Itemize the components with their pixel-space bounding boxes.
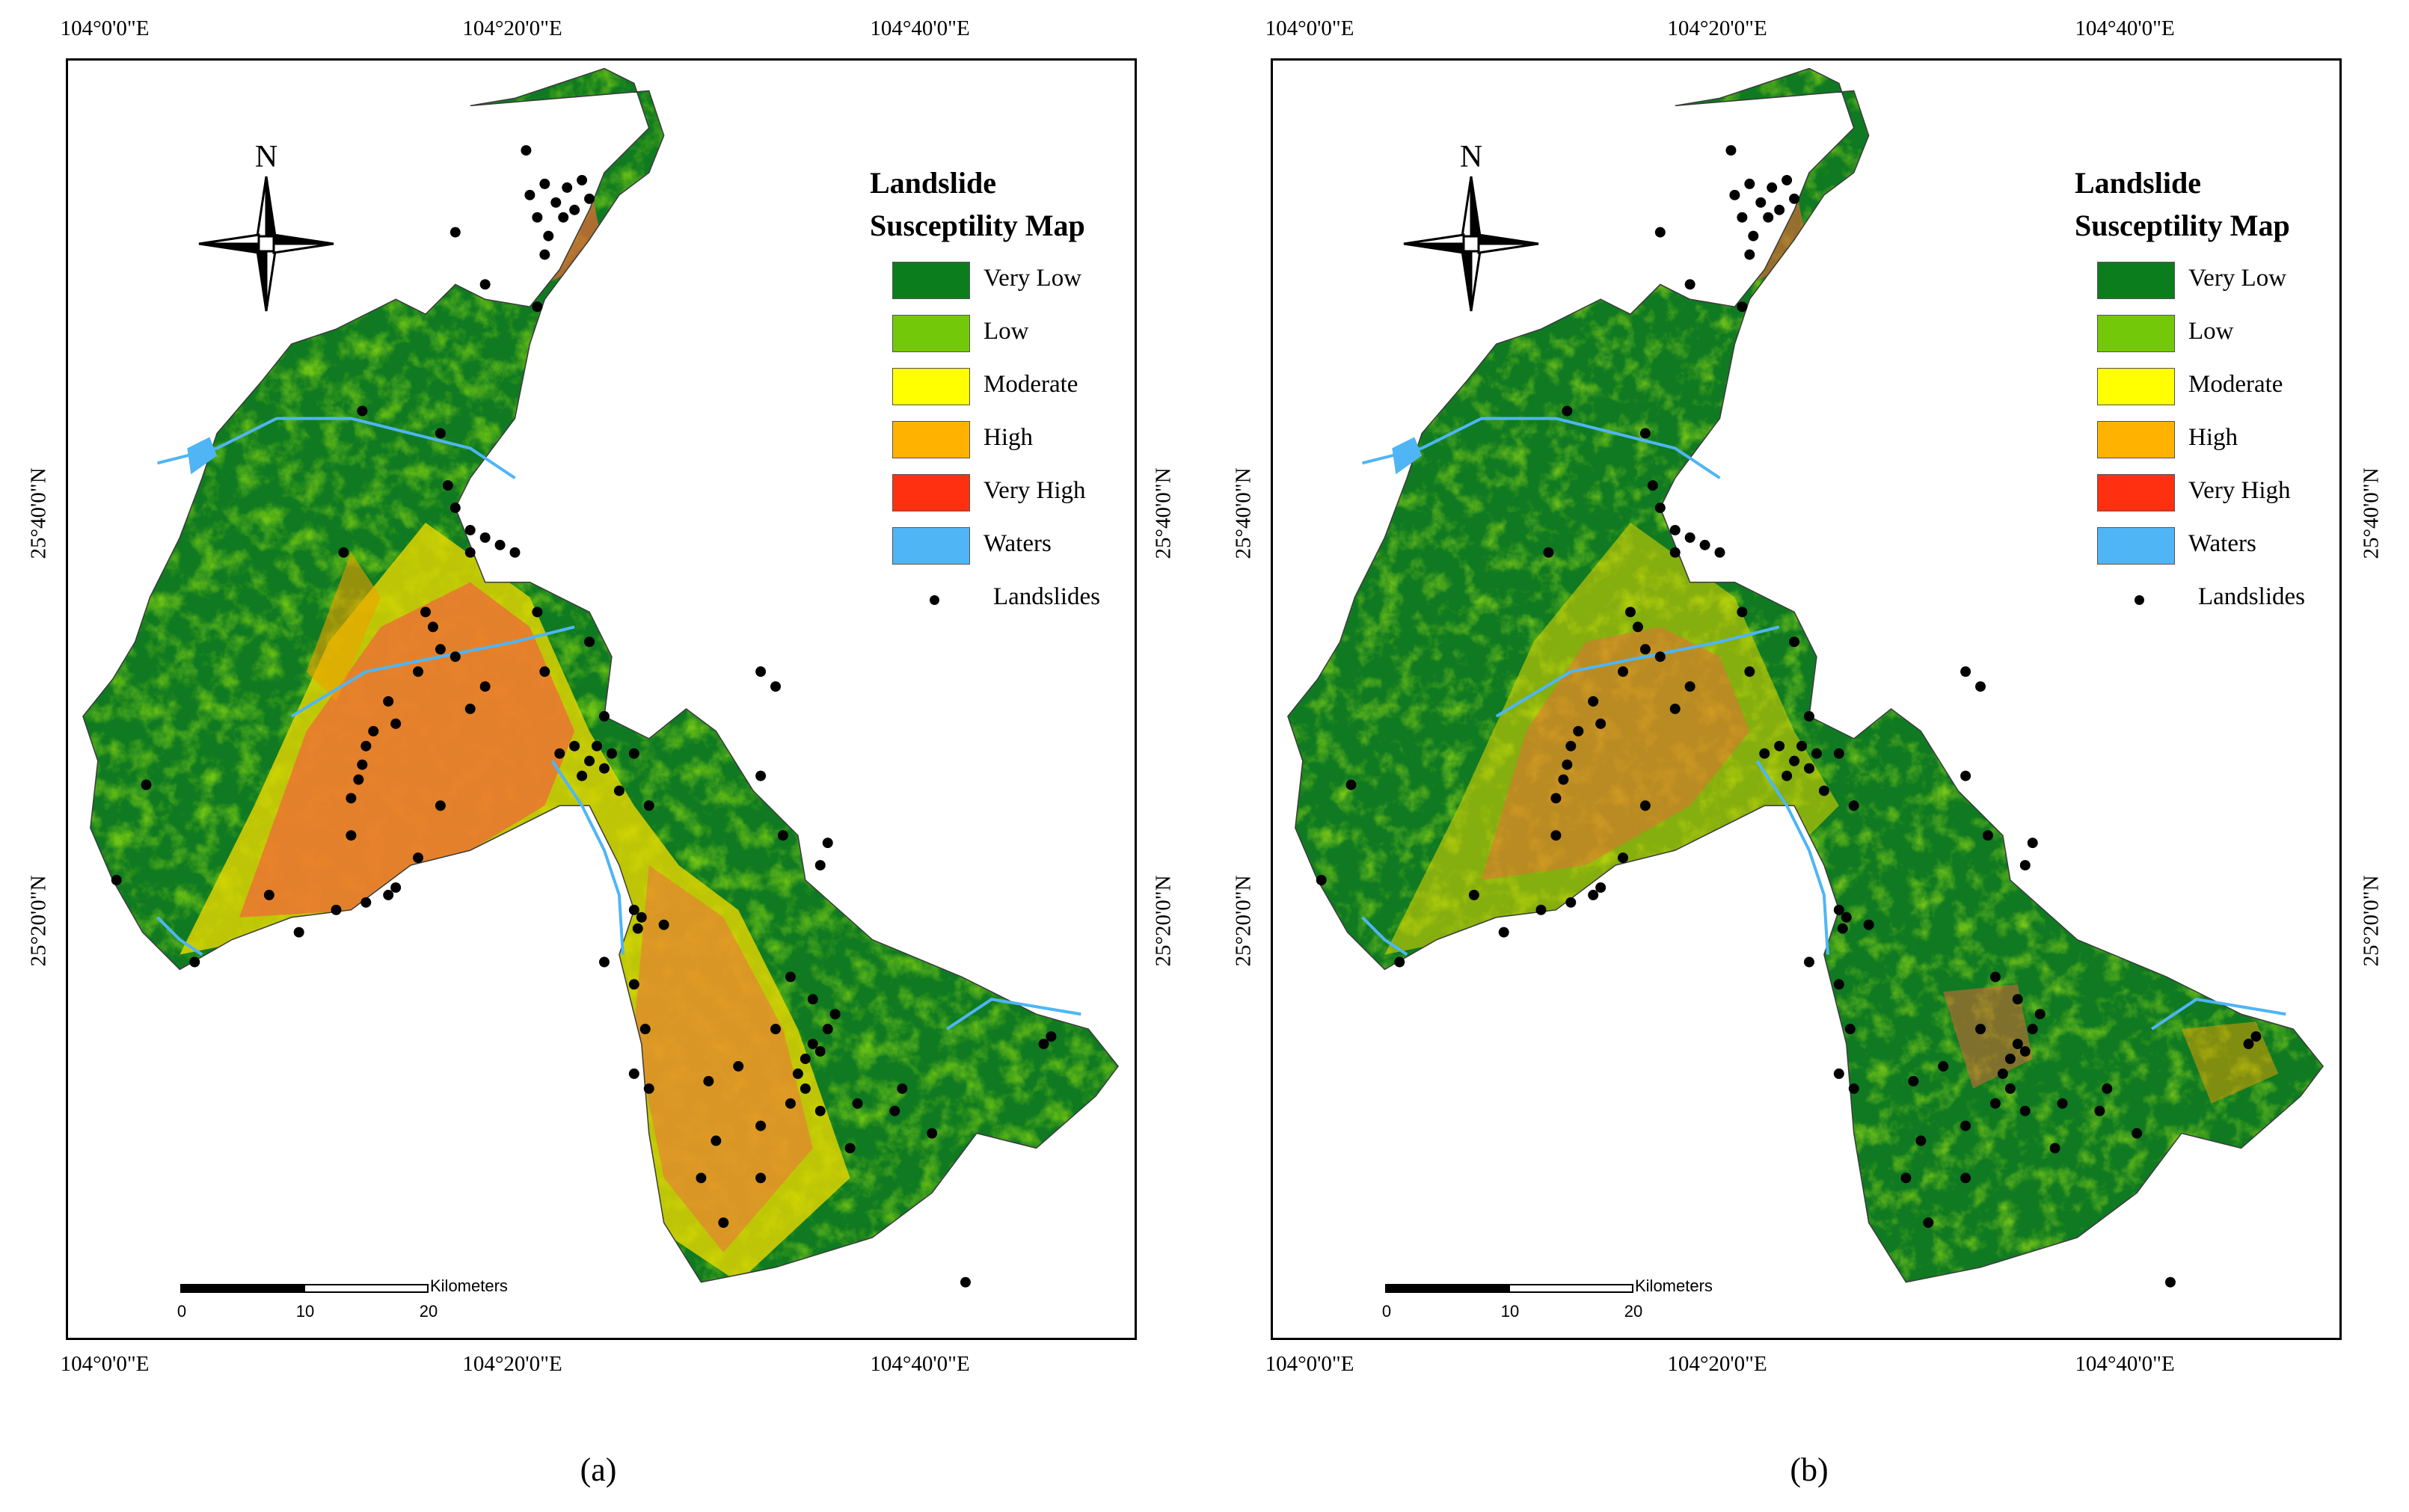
north-arrow-graphic [198,176,334,312]
lon-label-top-1: 104°0'0"E [1265,16,1354,40]
lat-label-right-2: 25°20'0"N [2359,875,2384,967]
legend-item-moderate: Moderate [870,360,1135,414]
map-panel-a: 104°0'0"E 104°20'0"E 104°40'0"E 25°40'0"… [0,0,1204,1512]
compass-rose-icon: N [191,139,341,326]
landslide-points-b [1316,145,2262,1288]
rivers-b [1361,417,2286,1030]
lat-label-right-1: 25°40'0"N [2359,467,2384,559]
landslide-points-a [111,145,1057,1288]
lat-label-left-2: 25°20'0"N [1231,875,1256,967]
scale-segment-black [1385,1284,1510,1293]
legend-item-landslides: Landslides [870,573,1135,626]
legend-item-waters: Waters [870,520,1135,573]
legend-label-high: High [2188,424,2238,451]
legend-label-very-high: Very High [2188,477,2291,504]
legend-swatch-low [892,315,970,352]
scale-tick-20: 20 [1624,1302,1643,1321]
legend-item-moderate: Moderate [2075,360,2339,414]
lat-label-left-1: 25°40'0"N [1231,467,1256,559]
legend-swatch-low [2097,315,2175,352]
map-frame: N Landslide Susceptility Map Very Low Lo… [66,58,1137,1340]
scale-segment-white [1509,1284,1633,1293]
legend-swatch-high [892,421,970,458]
legend-swatch-very-high [892,474,970,511]
legend-swatch-moderate [2097,368,2175,405]
scale-segment-black [180,1284,305,1293]
scale-tick-10: 10 [295,1302,315,1321]
legend-swatch-very-low [892,262,970,299]
legend-swatch-waters [2097,527,2175,565]
lon-label-bottom-2: 104°20'0"E [1667,1352,1767,1376]
lon-label-bottom-3: 104°40'0"E [2075,1352,2175,1376]
lon-label-top-2: 104°20'0"E [1667,16,1767,40]
landslide-point-symbol [2135,595,2144,605]
lon-label-top-2: 104°20'0"E [462,16,562,40]
legend-item-low: Low [2075,307,2339,360]
lat-label-left-2: 25°20'0"N [26,875,51,967]
north-label: N [254,140,278,174]
lon-label-top-1: 104°0'0"E [60,16,150,40]
landslide-point-symbol [930,595,939,605]
legend-item-landslides: Landslides [2075,573,2339,626]
scale-tick-0: 0 [177,1302,187,1321]
scale-tick-0: 0 [1381,1302,1392,1321]
scale-tick-20: 20 [419,1302,438,1321]
lat-label-right-2: 25°20'0"N [1151,875,1176,967]
legend-item-very-high: Very High [2075,467,2339,520]
panel-caption-b: (b) [1790,1451,1829,1488]
scale-unit-label: Kilometers [1635,1276,1713,1295]
legend-label-landslides: Landslides [993,583,1100,610]
legend-label-very-high: Very High [983,477,1086,504]
lon-label-top-3: 104°40'0"E [2075,16,2175,40]
lon-label-bottom-3: 104°40'0"E [870,1352,970,1376]
legend-label-waters: Waters [2188,530,2256,557]
legend-swatch-very-high [2097,474,2175,511]
north-label: N [1459,140,1483,174]
legend-item-waters: Waters [2075,520,2339,573]
legend-item-very-high: Very High [870,467,1135,520]
legend-label-low: Low [2188,318,2234,345]
legend-item-low: Low [870,307,1135,360]
lat-label-left-1: 25°40'0"N [26,467,51,559]
lon-label-bottom-1: 104°0'0"E [1265,1352,1354,1376]
map-frame: N Landslide Susceptility Map Very Low Lo… [1271,58,2342,1340]
scale-tick-10: 10 [1500,1302,1520,1321]
map-legend: Landslide Susceptility Map Very Low Low … [2075,162,2339,626]
lon-label-bottom-2: 104°20'0"E [462,1352,562,1376]
lon-label-top-3: 104°40'0"E [870,16,970,40]
north-arrow-graphic [1403,176,1539,312]
legend-label-high: High [983,424,1033,451]
legend-swatch-high [2097,421,2175,458]
lat-label-right-1: 25°40'0"N [1151,467,1176,559]
legend-swatch-moderate [892,368,970,405]
legend-item-high: High [870,414,1135,467]
legend-title-line-1: Landslide [870,166,996,200]
scale-segment-white [304,1284,429,1293]
panel-caption-a: (a) [580,1451,617,1488]
legend-title-line-1: Landslide [2075,166,2201,200]
legend-label-very-low: Very Low [2188,265,2287,292]
map-legend: Landslide Susceptility Map Very Low Low … [870,162,1135,626]
scale-unit-label: Kilometers [430,1276,508,1295]
legend-label-very-low: Very Low [983,265,1082,292]
legend-label-landslides: Landslides [2198,583,2305,610]
legend-label-moderate: Moderate [2188,371,2283,398]
legend-item-very-low: Very Low [2075,254,2339,307]
legend-title-line-2: Susceptility Map [2075,209,2290,242]
legend-item-very-low: Very Low [870,254,1135,307]
legend-label-low: Low [983,318,1029,345]
compass-rose-icon: N [1396,139,1546,326]
legend-title-line-2: Susceptility Map [870,209,1085,242]
legend-label-waters: Waters [983,530,1052,557]
legend-swatch-waters [892,527,970,565]
legend-swatch-very-low [2097,262,2175,299]
lon-label-bottom-1: 104°0'0"E [60,1352,150,1376]
map-panel-b: 104°0'0"E 104°20'0"E 104°40'0"E 25°40'0"… [1205,0,2409,1512]
legend-item-high: High [2075,414,2339,467]
rivers-a [156,417,1081,1030]
legend-label-moderate: Moderate [983,371,1078,398]
